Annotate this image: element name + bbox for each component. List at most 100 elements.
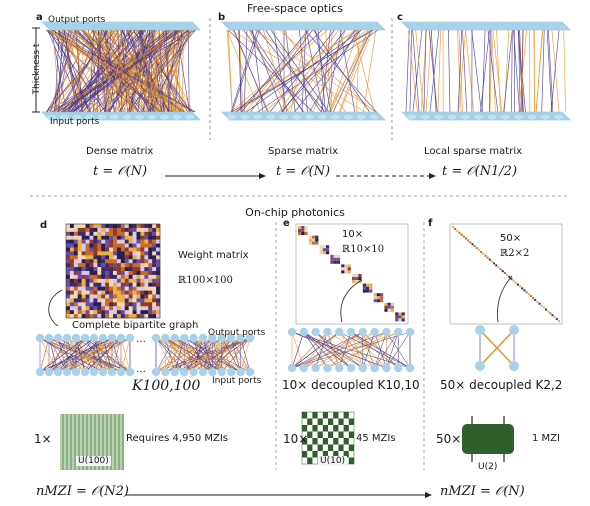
weight-cell bbox=[132, 314, 137, 319]
weight-cell bbox=[136, 239, 141, 244]
block-e-cell bbox=[333, 257, 337, 261]
weight-cell bbox=[109, 278, 114, 283]
k2-output-node bbox=[475, 325, 485, 335]
dense-edge bbox=[117, 29, 123, 113]
weight-cell bbox=[152, 243, 157, 248]
weight-cell bbox=[148, 310, 153, 315]
u10-mesh-cell bbox=[307, 457, 313, 464]
local-edge bbox=[489, 29, 491, 113]
u10-mesh-cell bbox=[322, 412, 328, 419]
sparse-edge bbox=[326, 29, 342, 113]
local-edge bbox=[551, 29, 560, 113]
weight-cell bbox=[109, 302, 114, 307]
dense-input-port bbox=[109, 113, 120, 121]
weight-cell bbox=[81, 310, 86, 315]
local-edge bbox=[405, 29, 410, 113]
k10-input-node bbox=[405, 363, 415, 373]
dense-edge bbox=[65, 29, 112, 113]
weight-cell bbox=[97, 274, 102, 280]
dense-edge bbox=[90, 29, 161, 113]
weight-cell bbox=[85, 274, 90, 280]
weight-cell bbox=[136, 306, 141, 311]
weight-cell bbox=[69, 306, 75, 311]
weight-cell bbox=[113, 239, 118, 244]
weight-cell bbox=[66, 267, 71, 272]
weight-cell bbox=[156, 314, 161, 319]
weight-cell bbox=[81, 298, 86, 303]
weight-cell bbox=[132, 310, 137, 315]
block-f-cell bbox=[456, 229, 459, 232]
weight-cell bbox=[81, 247, 86, 252]
requires-mzis-label: Requires 4,950 MZIs bbox=[126, 433, 228, 444]
weight-cell bbox=[113, 278, 118, 283]
weight-cell bbox=[132, 267, 137, 272]
weight-cell bbox=[109, 239, 114, 244]
local-edge bbox=[471, 29, 482, 113]
dense-edge bbox=[167, 29, 170, 113]
weight-matrix-label: Weight matrix bbox=[178, 250, 249, 261]
weight-cell bbox=[73, 227, 78, 233]
weight-cell bbox=[116, 231, 122, 236]
block-e-cell bbox=[376, 293, 380, 297]
weight-cell bbox=[140, 231, 145, 236]
block-e-cell bbox=[344, 270, 348, 274]
weight-cell bbox=[124, 282, 129, 287]
weight-cell bbox=[105, 302, 110, 307]
weight-cell bbox=[156, 224, 161, 229]
block-e-cell bbox=[333, 254, 337, 258]
weight-cell bbox=[136, 224, 141, 229]
k100-left-input-node bbox=[116, 367, 126, 377]
weight-cell bbox=[128, 271, 133, 276]
weight-cell bbox=[81, 251, 86, 256]
weight-cell bbox=[105, 298, 110, 303]
weight-cell bbox=[97, 239, 102, 244]
k10-edge bbox=[303, 331, 328, 369]
on-chip-header: On-chip photonics bbox=[245, 206, 345, 219]
weight-cell bbox=[77, 282, 82, 287]
k100-right-edge bbox=[221, 337, 241, 373]
k100-right-input-node bbox=[217, 367, 226, 377]
weight-cell bbox=[148, 247, 153, 252]
weight-cell bbox=[81, 302, 86, 307]
f-decoupled-label: 50× decoupled K2,2 bbox=[440, 378, 563, 392]
dense-edge bbox=[83, 29, 175, 113]
weight-cell bbox=[148, 278, 153, 283]
weight-cell bbox=[85, 231, 90, 236]
k10-input-node bbox=[394, 363, 403, 373]
sparse-edge bbox=[315, 29, 332, 113]
sparse-edge bbox=[321, 29, 331, 113]
weight-cell bbox=[116, 282, 122, 287]
weight-cell bbox=[89, 239, 94, 244]
k100-right-input-node bbox=[236, 367, 245, 377]
weight-cell bbox=[140, 274, 145, 280]
local-input-port bbox=[446, 113, 458, 121]
weight-cell bbox=[66, 224, 71, 229]
sparse-edge bbox=[263, 29, 288, 113]
sparse-edge bbox=[249, 29, 304, 113]
block-f-cell bbox=[519, 285, 522, 288]
block-e-cell bbox=[308, 238, 312, 242]
weight-cell bbox=[140, 243, 145, 248]
dense-edge bbox=[130, 29, 149, 113]
u10-mesh-cell bbox=[312, 425, 318, 432]
dense-edge bbox=[100, 29, 152, 113]
weight-cell bbox=[97, 290, 102, 295]
weight-cell bbox=[116, 314, 122, 319]
k100-left-output-node bbox=[53, 333, 63, 343]
sparse-edge bbox=[257, 29, 326, 113]
weight-cell bbox=[140, 267, 145, 272]
block-e-cell bbox=[401, 315, 405, 319]
weight-cell bbox=[85, 278, 90, 283]
u10-mesh-cell bbox=[338, 418, 344, 425]
weight-cell bbox=[81, 231, 86, 236]
block-f-cell bbox=[499, 268, 502, 271]
u10-mesh-cell bbox=[317, 444, 323, 451]
block-f-cell bbox=[501, 270, 504, 273]
block-e-cell bbox=[341, 270, 345, 274]
k100-right-output-node bbox=[189, 333, 198, 343]
panel-label-e: e bbox=[283, 218, 290, 229]
dense-edge bbox=[127, 29, 176, 113]
sparse-edge bbox=[339, 29, 369, 113]
weight-cell bbox=[97, 286, 102, 291]
dense-input-port bbox=[171, 113, 183, 121]
